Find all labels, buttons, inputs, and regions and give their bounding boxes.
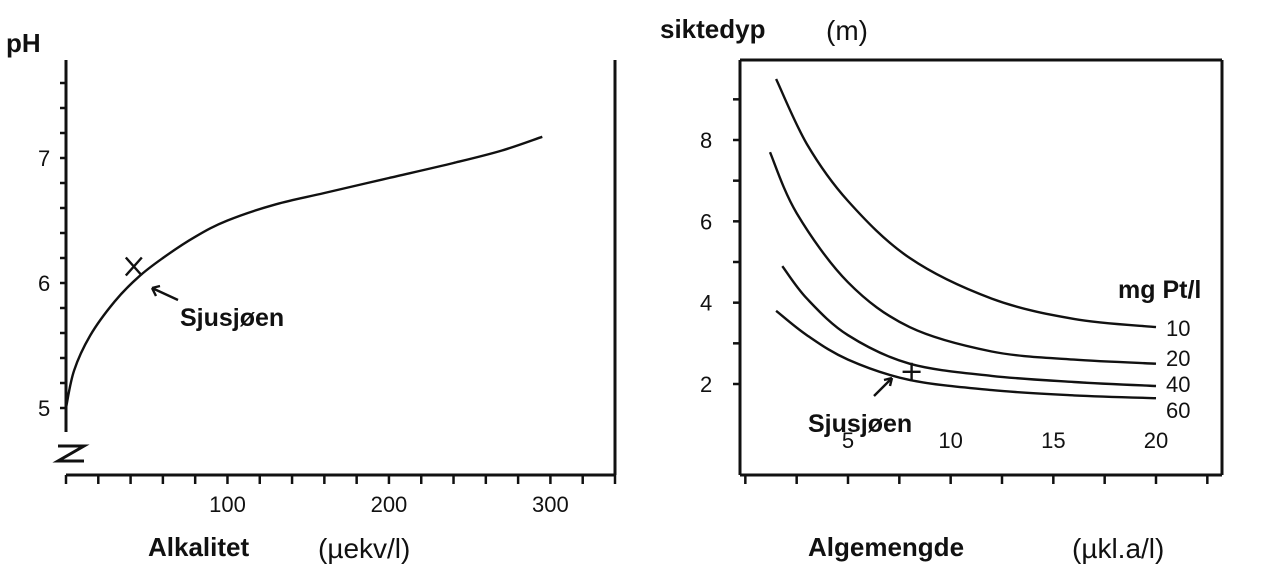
secchi-x-ticks: 5 10 15 20 <box>744 428 1209 484</box>
ph-sjusjoen-marker <box>124 256 143 277</box>
secchi-legend-title: mg Pt/l <box>1118 276 1201 304</box>
ph-x-ticks: 100 200 300 <box>64 475 617 517</box>
secchi-x-unit: (µkl.a/l) <box>1072 533 1164 564</box>
ph-x-tick-label: 100 <box>209 492 246 517</box>
ph-y-label: pH <box>6 28 41 58</box>
ph-x-unit: (µekv/l) <box>318 533 410 564</box>
chart-secchi-algae: 2 4 6 8 5 10 15 20 siktedyp (m) Algemengde (µk… <box>660 14 1224 564</box>
secchi-y-tick-label: 4 <box>700 291 712 316</box>
secchi-x-tick-label: 5 <box>842 428 854 453</box>
ph-axis-break-icon <box>52 444 90 463</box>
secchi-curve-10 <box>775 78 1157 329</box>
secchi-series-label-10: 10 <box>1166 316 1190 341</box>
secchi-curve-20 <box>768 151 1157 365</box>
ph-x-tick-label: 200 <box>371 492 408 517</box>
secchi-series-label-60: 60 <box>1166 398 1190 423</box>
ph-x-label: Alkalitet <box>148 532 249 562</box>
secchi-x-tick-label: 20 <box>1144 428 1168 453</box>
secchi-x-label: Algemengde <box>808 532 964 562</box>
secchi-series-label-20: 20 <box>1166 346 1190 371</box>
secchi-y-unit: (m) <box>826 15 868 46</box>
ph-curve <box>64 135 543 409</box>
ph-y-tick-label: 5 <box>38 396 50 421</box>
secchi-curve-60 <box>775 309 1157 400</box>
ph-y-tick-label: 7 <box>38 146 50 171</box>
ph-sjusjoen-label: Sjusjøen <box>180 304 284 332</box>
secchi-y-tick-label: 2 <box>700 372 712 397</box>
ph-x-tick-label: 300 <box>532 492 569 517</box>
ph-x-marker-icon <box>124 256 143 277</box>
secchi-series-label-40: 40 <box>1166 372 1190 397</box>
secchi-sjusjoen-label: Sjusjøen <box>808 410 912 438</box>
chart-ph-alkalinity: 5 6 7 100 200 300 pH Alkalitet (µekv/l) Sjus… <box>6 28 617 564</box>
secchi-sjusjoen-arrow-icon <box>873 376 894 397</box>
secchi-x-tick-label: 15 <box>1041 428 1065 453</box>
ph-y-ticks: 5 6 7 <box>38 81 66 421</box>
secchi-y-tick-label: 8 <box>700 128 712 153</box>
secchi-curve-40 <box>781 265 1157 388</box>
secchi-y-tick-label: 6 <box>700 209 712 234</box>
secchi-sjusjoen-marker <box>902 362 921 381</box>
secchi-plus-marker-icon <box>902 362 921 381</box>
ph-y-tick-label: 6 <box>38 271 50 296</box>
ph-sjusjoen-arrow-icon <box>150 284 179 302</box>
secchi-x-tick-label: 10 <box>938 428 962 453</box>
secchi-y-label: siktedyp <box>660 14 766 44</box>
secchi-y-ticks: 2 4 6 8 <box>700 98 740 397</box>
